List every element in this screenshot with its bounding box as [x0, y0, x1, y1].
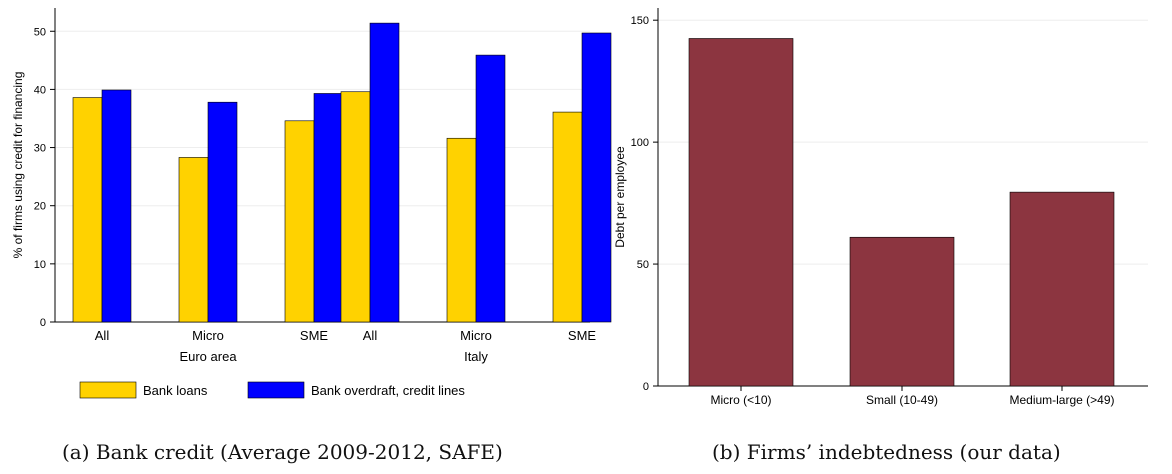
x-category-label-b: Medium-large (>49): [1009, 393, 1114, 407]
x-category-label-b: Small (10-49): [866, 393, 938, 407]
y-tick-label-a: 10: [34, 259, 46, 271]
x-category-label-a: All: [95, 328, 110, 343]
bar-bank-loans: [340, 91, 371, 323]
bar-bank-loans: [552, 111, 583, 323]
x-group-label-a: Euro area: [179, 349, 237, 364]
legend-swatch-a: [247, 381, 305, 399]
x-group-label-a: Italy: [464, 349, 488, 364]
legend-label-a: Bank overdraft, credit lines: [311, 383, 465, 398]
x-category-label-a: SME: [300, 328, 329, 343]
legend-swatch-a: [79, 381, 137, 399]
y-tick-label-a: 40: [34, 84, 46, 96]
bar-bank-overdraft: [369, 22, 400, 323]
y-tick-label-b: 0: [643, 381, 649, 393]
bar-bank-loans: [178, 157, 209, 323]
bar-bank-overdraft: [207, 101, 238, 323]
bar-bank-overdraft: [313, 93, 344, 323]
caption-chart-b: (b) Firms’ indebtedness (our data): [712, 440, 1061, 464]
y-tick-label-a: 20: [34, 201, 46, 213]
x-category-label-a: Micro: [460, 328, 492, 343]
y-axis-title-a: % of firms using credit for financing: [11, 72, 25, 259]
bar-bank-loans: [284, 120, 315, 323]
y-tick-label-b: 100: [631, 137, 649, 149]
bar-bank-loans: [72, 97, 103, 323]
y-tick-label-b: 50: [637, 259, 649, 271]
bar-bank-overdraft: [475, 54, 506, 323]
x-category-label-b: Micro (<10): [710, 393, 771, 407]
chart-firms-indebtedness: 0 50 100 150 Debt per employee Micro (<10) Sma…: [613, 8, 1148, 407]
x-category-label-a: All: [363, 328, 378, 343]
x-category-label-a: Micro: [192, 328, 224, 343]
y-tick-label-a: 0: [40, 317, 46, 329]
bar-debt-per-employee: [1009, 191, 1115, 387]
y-tick-label-a: 30: [34, 143, 46, 155]
y-axis-title-b: Debt per employee: [613, 146, 627, 248]
caption-chart-a: (a) Bank credit (Average 2009-2012, SAFE…: [62, 440, 503, 464]
bar-bank-loans: [446, 137, 477, 323]
bar-bank-overdraft: [101, 89, 132, 323]
legend-label-a: Bank loans: [143, 383, 208, 398]
bar-debt-per-employee: [688, 38, 794, 387]
y-tick-label-a: 50: [34, 26, 46, 38]
chart-bank-credit: 0 10 20 30 40 50 % of firms using credit for f…: [11, 8, 612, 399]
y-tick-label-b: 150: [631, 15, 649, 27]
x-category-label-a: SME: [568, 328, 597, 343]
bar-bank-overdraft: [581, 32, 612, 323]
bar-debt-per-employee: [849, 236, 955, 387]
